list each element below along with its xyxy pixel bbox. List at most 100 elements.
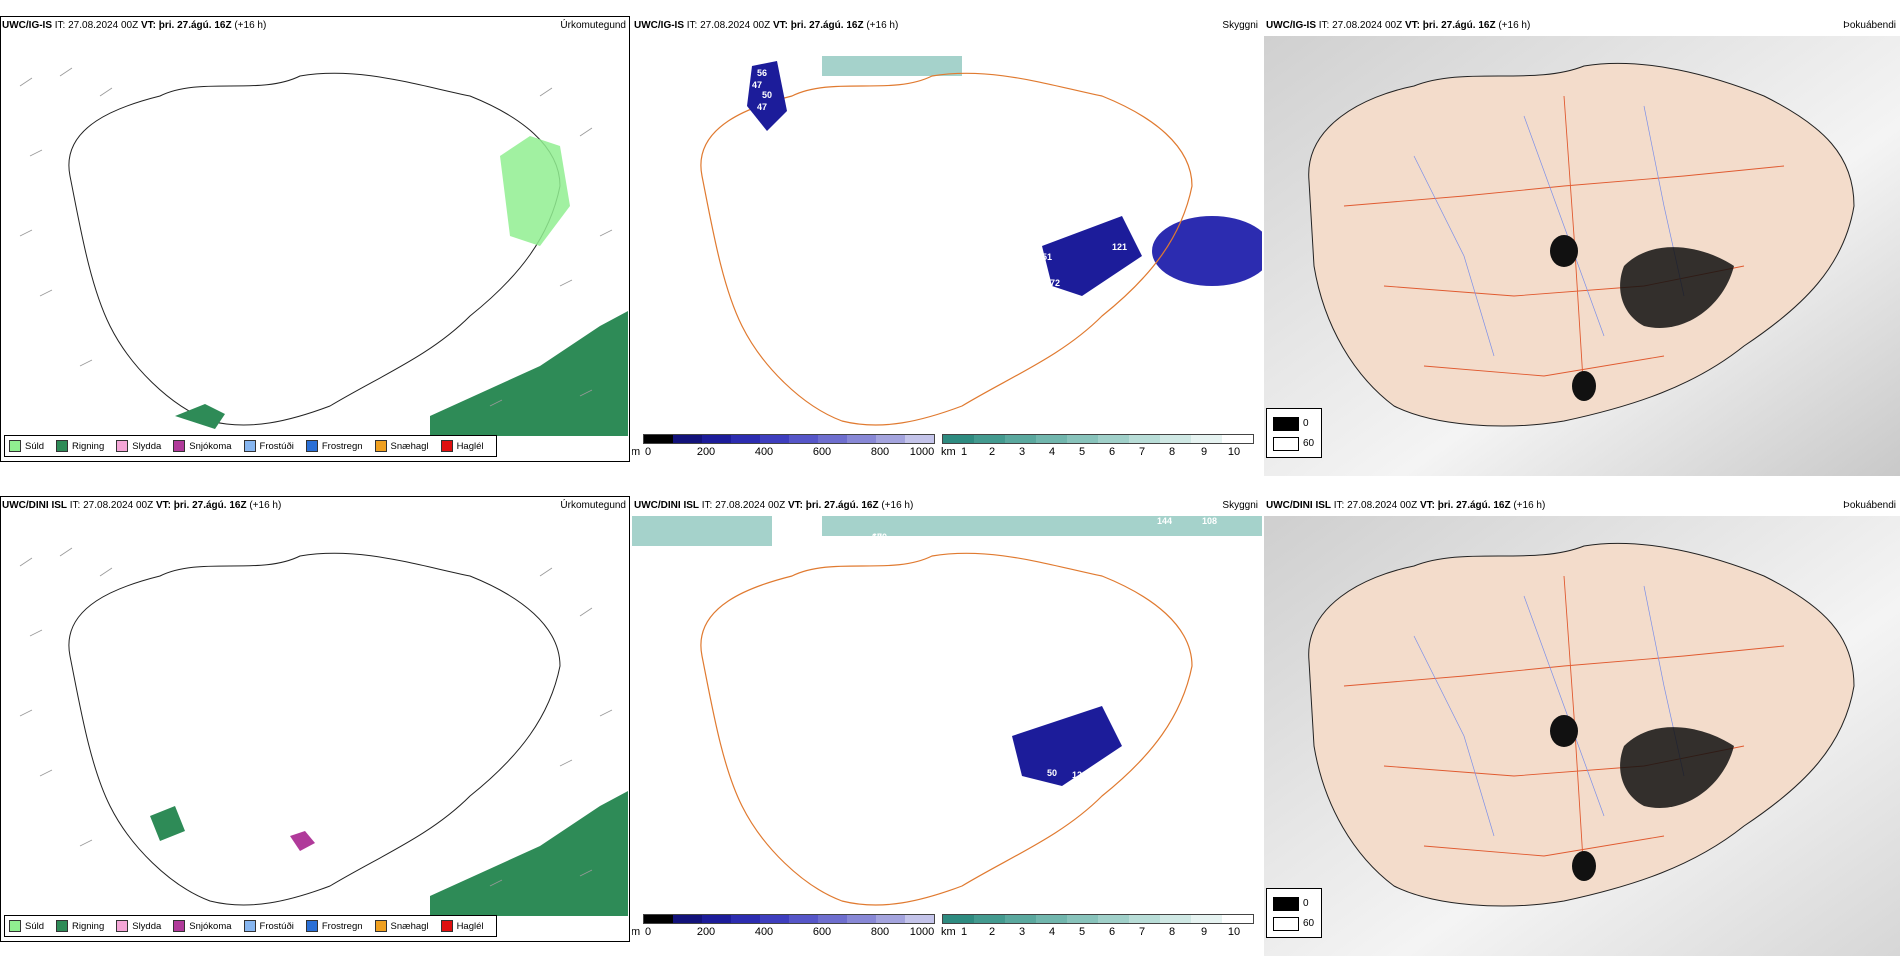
it-label: IT: [69, 500, 81, 511]
init-time: 27.08.2024 00Z [83, 500, 154, 511]
visibility-value-label: 56 [757, 68, 767, 78]
lead-time: (+16 h) [1513, 500, 1546, 511]
visibility-value-label: 39 [1054, 224, 1064, 234]
fog-key-label: 60 [1303, 438, 1315, 449]
panel-header: UWC/DINI ISL IT: 27.08.2024 00Z VT: þri.… [2, 500, 281, 511]
visibility-value-label: 34 [1050, 150, 1060, 160]
legend-swatch [374, 920, 387, 932]
vt-label: VT: [772, 20, 788, 31]
legend-item: Frostúði [243, 440, 294, 452]
legend-label: Rigning [72, 920, 105, 932]
rain-area-sea [430, 791, 628, 916]
legend-swatch [56, 920, 69, 932]
vt-label: VT: [1419, 500, 1435, 511]
panel-title: Þokuábendi [1843, 500, 1896, 511]
legend-label: Slydda [132, 440, 162, 452]
precip-type-panel-bottom: UWC/DINI ISL IT: 27.08.2024 00Z VT: þri.… [0, 496, 630, 956]
visibility-map: 5647504753978733343433353912119977717251… [700, 56, 1262, 431]
colorbar-tick: 10 [1227, 446, 1241, 458]
visibility-value-label: 46 [765, 600, 775, 610]
fog-area [747, 61, 787, 131]
colorbar-tick: 4 [1048, 446, 1056, 458]
visibility-value-label: 50 [1047, 768, 1057, 778]
visibility-value-label: 34 [1030, 830, 1040, 840]
vt-label: VT: [1404, 20, 1420, 31]
legend-label: Súld [25, 920, 45, 932]
low-visibility-sea [822, 56, 962, 76]
colorbar-tick: 8 [1168, 446, 1176, 458]
drizzle-area [500, 136, 570, 246]
visibility-value-label: 51 [1042, 252, 1052, 262]
colorbar-km: km 1 2 3 4 5 6 7 8 9 10 [941, 914, 1262, 940]
init-time: 27.08.2024 00Z [68, 20, 139, 31]
visibility-value-label: 108 [1202, 516, 1217, 526]
legend-item: Frostregn [305, 440, 363, 452]
colorbar-tick: 7 [1138, 926, 1146, 938]
it-label: IT: [1333, 500, 1345, 511]
legend-label: Frostregn [321, 920, 363, 932]
colorbar-tick: 0 [644, 926, 652, 938]
lead-time: (+16 h) [866, 20, 899, 31]
iceland-outline [68, 72, 561, 426]
fog-bank [1152, 216, 1262, 286]
visibility-value-label: 53 [977, 88, 987, 98]
vt-label: VT: [787, 500, 803, 511]
fog-spot [1572, 851, 1596, 881]
legend-item: Frostregn [305, 920, 363, 932]
fog-spot [1550, 235, 1578, 267]
panel-title: Skyggni [1222, 500, 1258, 511]
panel-title: Skyggni [1222, 20, 1258, 31]
model-name: UWC/IG-IS [634, 20, 684, 31]
colorbar-tick: 800 [870, 446, 890, 458]
wind-barbs [19, 67, 613, 407]
init-time: 27.08.2024 00Z [715, 500, 786, 511]
legend-item: Rigning [56, 440, 104, 452]
visibility-value-label: 47 [772, 610, 782, 620]
panel-header: UWC/IG-IS IT: 27.08.2024 00Z VT: þri. 27… [2, 20, 266, 31]
iceland-outline [68, 552, 561, 906]
precip-map [19, 67, 628, 436]
panel-frame [0, 16, 630, 462]
colorbar-bar [643, 914, 935, 924]
model-name: UWC/IG-IS [1266, 20, 1316, 31]
legend-swatch [305, 920, 318, 932]
fog-key: 0 60 [1266, 888, 1322, 938]
visibility-value-label: 120 [1072, 770, 1087, 780]
fog-index-map [1264, 36, 1900, 476]
visibility-panel-top: UWC/IG-IS IT: 27.08.2024 00Z VT: þri. 27… [632, 16, 1262, 476]
colorbar-tick: 6 [1108, 926, 1116, 938]
fog-area [1042, 216, 1142, 296]
colorbar-tick: 2 [988, 446, 996, 458]
legend-item: Súld [9, 440, 44, 452]
vt-label: VT: [155, 500, 171, 511]
colorbar-unit: m [632, 446, 641, 458]
visibility-value-label: 67 [872, 532, 882, 542]
colorbar-tick: 400 [754, 446, 774, 458]
model-name: UWC/DINI ISL [634, 500, 699, 511]
roads [1343, 95, 1785, 397]
fog-key-label: 0 [1303, 898, 1309, 909]
fog-index-panel-bottom: UWC/DINI ISL IT: 27.08.2024 00Z VT: þri.… [1264, 496, 1900, 956]
precip-legend: Súld Rigning Slydda Snjókoma Frostúði Fr… [4, 435, 497, 457]
legend-item: Rigning [56, 920, 104, 932]
legend-item: Snæhagl [374, 440, 429, 452]
legend-label: Frostúði [259, 440, 294, 452]
colorbar-unit: m [632, 926, 641, 938]
visibility-value-label: 49 [755, 573, 765, 583]
iceland-land [1308, 62, 1855, 427]
valid-time: þri. 27.ágú. 16Z [1437, 500, 1511, 511]
visibility-value-label: 33 [1032, 136, 1042, 146]
colorbar-tick: 10 [1227, 926, 1241, 938]
colorbar-tick: 7 [1138, 446, 1146, 458]
visibility-value-label: 199 [1012, 248, 1027, 258]
legend-swatch [440, 440, 453, 452]
fog-core [1620, 727, 1734, 808]
visibility-value-label: 97 [992, 116, 1002, 126]
snow-area [290, 831, 315, 851]
legend-label: Snjókoma [189, 920, 232, 932]
colorbar-tick: 2 [988, 926, 996, 938]
colorbar-meters: m 0 200 400 600 800 1000 [632, 434, 935, 460]
colorbar-bar [942, 434, 1254, 444]
lead-time: (+16 h) [234, 20, 267, 31]
